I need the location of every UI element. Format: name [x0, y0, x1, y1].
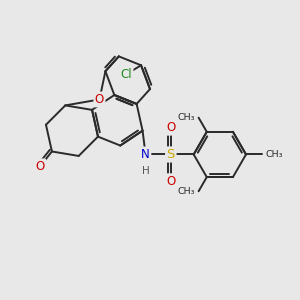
Text: O: O — [35, 160, 45, 173]
Text: S: S — [167, 148, 175, 161]
Text: CH₃: CH₃ — [178, 187, 195, 196]
Text: O: O — [95, 93, 104, 106]
Text: O: O — [166, 175, 176, 188]
Text: H: H — [142, 166, 149, 176]
Text: CH₃: CH₃ — [178, 113, 195, 122]
Text: Cl: Cl — [120, 68, 132, 81]
Text: N: N — [141, 148, 150, 161]
Text: O: O — [166, 121, 176, 134]
Text: CH₃: CH₃ — [266, 150, 284, 159]
